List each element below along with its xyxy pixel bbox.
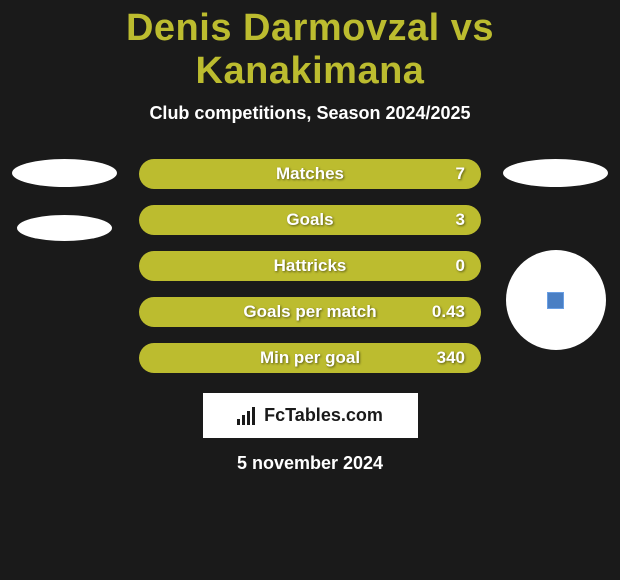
page-title: Denis Darmovzal vs Kanakimana <box>10 7 610 93</box>
logo-bar <box>252 407 255 425</box>
comparison-widget: Denis Darmovzal vs Kanakimana Club compe… <box>0 0 620 484</box>
stat-value: 0.43 <box>432 302 465 322</box>
stat-row-goals: Goals 3 <box>139 205 481 235</box>
stat-row-min-per-goal: Min per goal 340 <box>139 343 481 373</box>
avatar-circle <box>506 250 606 350</box>
stat-label: Hattricks <box>274 256 347 276</box>
stat-value: 3 <box>456 210 465 230</box>
content-row: Matches 7 Goals 3 Hattricks 0 Goals per … <box>10 159 610 373</box>
avatar-badge-icon <box>547 292 564 309</box>
player-right-avatars <box>501 159 610 350</box>
logo-bar <box>237 419 240 425</box>
stat-value: 340 <box>437 348 465 368</box>
stat-row-hattricks: Hattricks 0 <box>139 251 481 281</box>
brand-logo[interactable]: FcTables.com <box>203 393 418 438</box>
stat-label: Matches <box>276 164 344 184</box>
stat-label: Goals <box>286 210 333 230</box>
brand-name: FcTables.com <box>264 405 383 426</box>
avatar-ellipse-3 <box>503 159 608 187</box>
stat-row-goals-per-match: Goals per match 0.43 <box>139 297 481 327</box>
brand-logo-content: FcTables.com <box>237 405 383 426</box>
stat-value: 7 <box>456 164 465 184</box>
avatar-ellipse-1 <box>12 159 117 187</box>
stat-label: Goals per match <box>243 302 376 322</box>
chart-icon <box>237 407 259 425</box>
stat-value: 0 <box>456 256 465 276</box>
avatar-ellipse-2 <box>17 215 112 241</box>
player-left-avatars <box>10 159 119 241</box>
stats-table: Matches 7 Goals 3 Hattricks 0 Goals per … <box>139 159 481 373</box>
logo-bar <box>242 415 245 425</box>
stat-row-matches: Matches 7 <box>139 159 481 189</box>
logo-bar <box>247 411 250 425</box>
subtitle: Club competitions, Season 2024/2025 <box>10 103 610 124</box>
stat-label: Min per goal <box>260 348 360 368</box>
date-text: 5 november 2024 <box>10 453 610 474</box>
